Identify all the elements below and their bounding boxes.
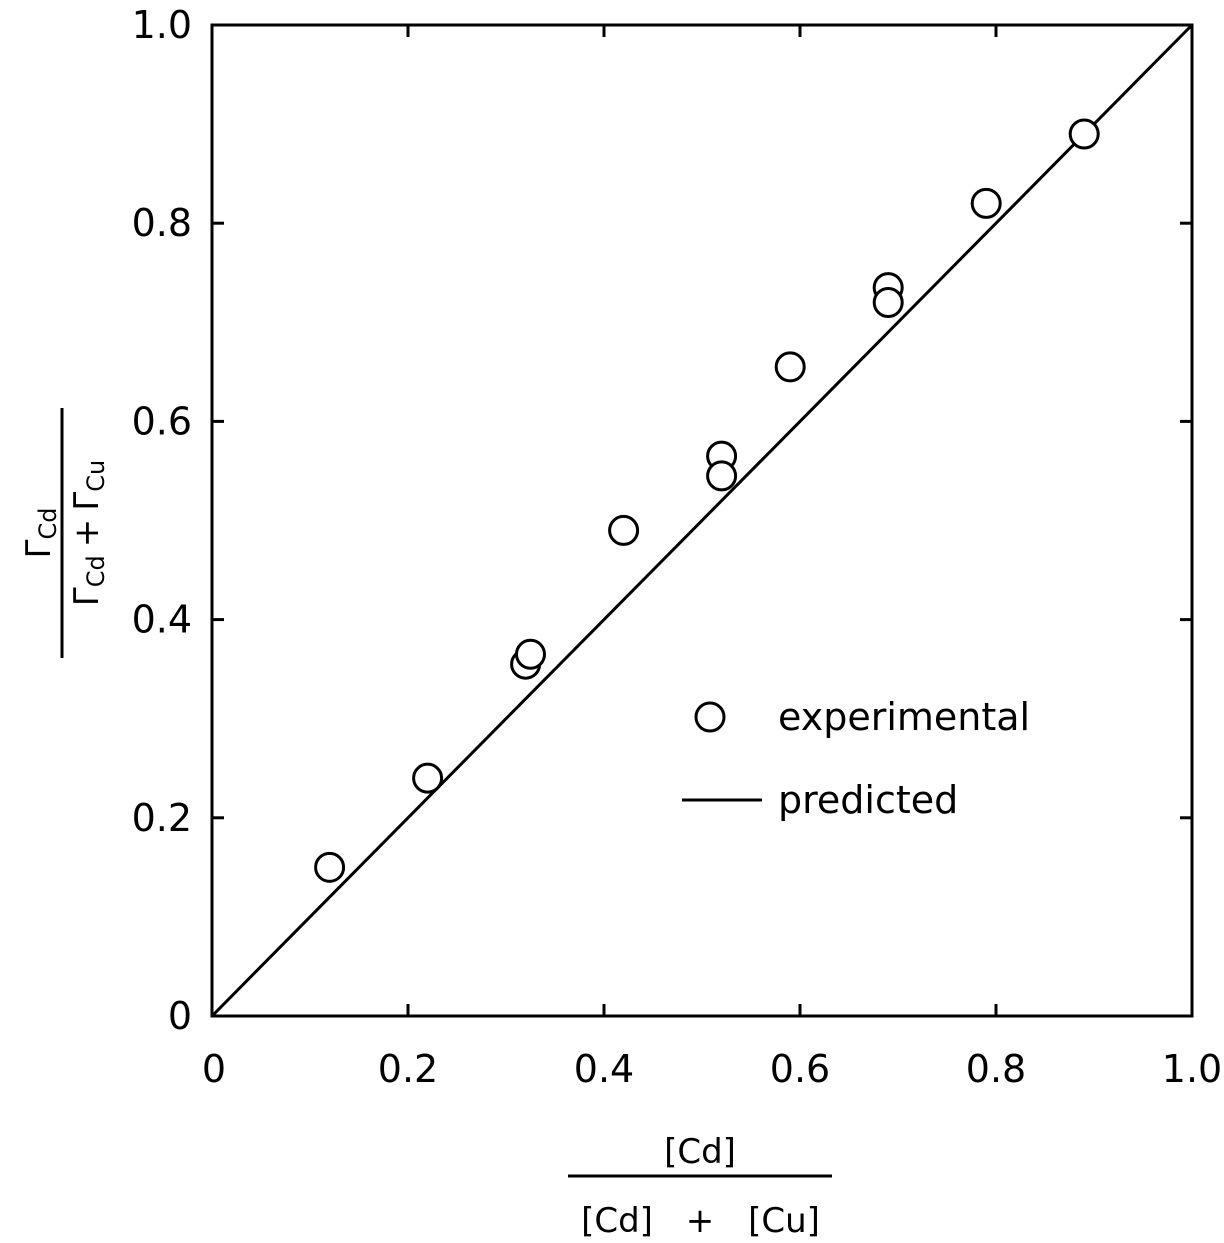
- x-label-denominator-left: [Cd]: [581, 1201, 653, 1241]
- y-axis-label: ΓCd ΓCd+ΓCu: [19, 408, 110, 658]
- experimental-point: [515, 638, 546, 670]
- plot-border: [210, 23, 1194, 1018]
- x-label-numerator: [Cd]: [664, 1132, 736, 1172]
- x-label-denominator-right: [Cu]: [748, 1201, 820, 1241]
- legend-marker-experimental: [694, 701, 726, 733]
- experimental-point: [314, 851, 346, 883]
- y-tick-label: 0.8: [132, 201, 192, 245]
- y-tick-label: 1.0: [132, 3, 192, 47]
- legend: experimental predicted: [682, 695, 1030, 822]
- experimental-point: [706, 460, 738, 492]
- x-axis-label: [Cd] [Cd] + [Cu]: [568, 1132, 832, 1241]
- y-tick-label: 0.2: [132, 796, 192, 840]
- y-tick-labels: 0 0.2 0.4 0.6 0.8 1.0: [132, 3, 192, 1038]
- experimental-point: [970, 187, 1002, 219]
- x-tick-labels: 0 0.2 0.4 0.6 0.8 1.0: [202, 1047, 1222, 1091]
- experimental-point: [1068, 118, 1100, 150]
- x-tick-label: 1.0: [1162, 1047, 1222, 1091]
- y-tick-label: 0.4: [132, 598, 192, 642]
- experimental-point: [774, 351, 806, 383]
- plot-frame: [210, 23, 1194, 1018]
- predicted-line: [210, 23, 1194, 1018]
- x-tick-label: 0.2: [378, 1047, 438, 1091]
- experimental-point: [608, 514, 640, 546]
- x-label-operator: +: [686, 1201, 715, 1241]
- experimental-series: [314, 118, 1100, 883]
- y-label-numerator: ΓCd: [19, 508, 62, 559]
- x-tick-label: 0.4: [574, 1047, 634, 1091]
- x-tick-label: 0: [202, 1047, 226, 1091]
- experimental-point: [412, 762, 444, 794]
- x-tick-label: 0.6: [770, 1047, 830, 1091]
- experimental-point: [872, 286, 904, 318]
- predicted-series: [210, 23, 1194, 1018]
- y-tick-label: 0: [168, 994, 192, 1038]
- x-tick-label: 0.8: [966, 1047, 1026, 1091]
- legend-label-predicted: predicted: [778, 778, 958, 822]
- y-tick-label: 0.6: [132, 399, 192, 443]
- legend-label-experimental: experimental: [778, 695, 1030, 739]
- y-label-denominator: ΓCd+ΓCu: [67, 460, 110, 606]
